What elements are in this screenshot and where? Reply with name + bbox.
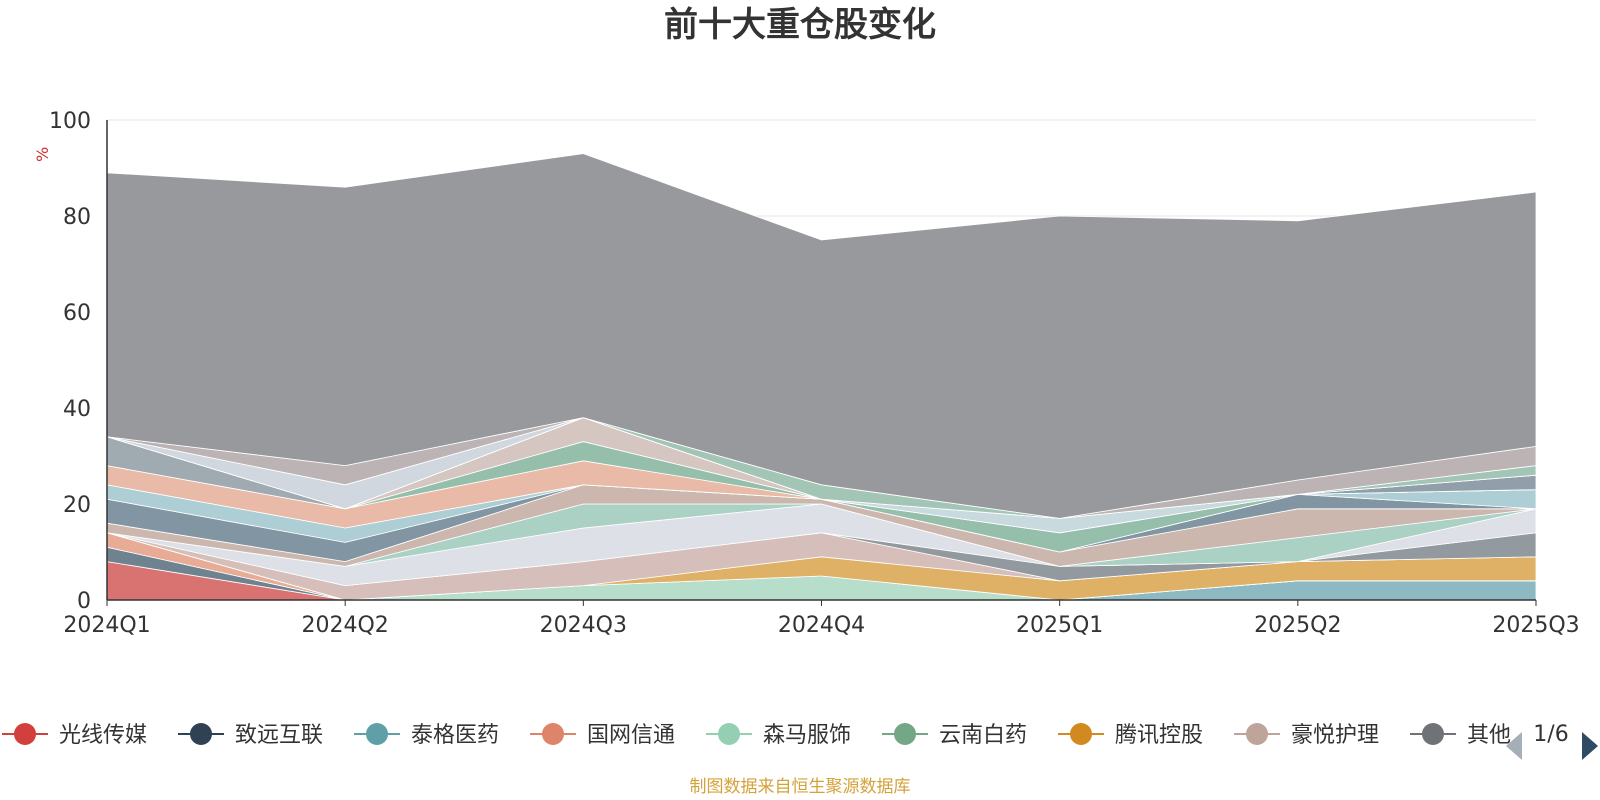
- y-tick-label-1: 20: [63, 493, 91, 518]
- y-axis-unit-label: %: [33, 147, 52, 162]
- plot-axes: 0 20 40 60 80 100 2024Q1 2024Q2 2024Q3 2024Q4 2025…: [49, 109, 1580, 638]
- legend-label-4: 森马服饰: [763, 723, 851, 748]
- legend-label-0: 光线传媒: [59, 723, 147, 748]
- legend-page-label: 1/6: [1533, 722, 1568, 747]
- legend-marker-8: [1422, 723, 1444, 745]
- y-tick-label-0: 0: [77, 589, 91, 614]
- x-tick-label-3: 2024Q4: [778, 613, 865, 638]
- y-tick-label-2: 40: [63, 397, 91, 422]
- legend-marker-7: [1246, 723, 1268, 745]
- chart-title: 前十大重仓股变化: [664, 5, 936, 45]
- x-tick-label-2: 2024Q3: [540, 613, 627, 638]
- legend-marker-0: [14, 723, 36, 745]
- legend-label-3: 国网信通: [587, 723, 675, 748]
- source-label: 制图数据来自恒生聚源数据库: [690, 777, 911, 797]
- legend-marker-1: [190, 723, 212, 745]
- legend-label-2: 泰格医药: [411, 723, 499, 748]
- y-tick-label-4: 80: [63, 205, 91, 230]
- y-tick-label-3: 60: [63, 301, 91, 326]
- legend-label-5: 云南白药: [939, 723, 1027, 748]
- legend-marker-2: [366, 723, 388, 745]
- legend-marker-3: [542, 723, 564, 745]
- legend-marker-5: [894, 723, 916, 745]
- area-series-25: [106, 153, 1537, 519]
- legend-label-8: 其他: [1467, 723, 1511, 748]
- x-tick-label-6: 2025Q3: [1492, 613, 1579, 638]
- x-tick-label-5: 2025Q2: [1254, 613, 1341, 638]
- legend-label-7: 豪悦护理: [1291, 723, 1379, 748]
- legend-next-button[interactable]: [1582, 732, 1598, 760]
- x-tick-label-0: 2024Q1: [63, 613, 150, 638]
- legend-prev-button[interactable]: [1506, 732, 1522, 760]
- legend-label-1: 致远互联: [235, 723, 323, 748]
- y-tick-label-5: 100: [49, 109, 91, 134]
- legend: 光线传媒 致远互联 泰格医药 国网信通 森马服饰 云南白药 腾讯控股 豪悦护理 其他: [2, 723, 1511, 748]
- x-tick-label-4: 2025Q1: [1016, 613, 1103, 638]
- legend-marker-4: [718, 723, 740, 745]
- legend-label-6: 腾讯控股: [1115, 723, 1203, 748]
- x-tick-label-1: 2024Q2: [302, 613, 389, 638]
- plot-areas: [106, 153, 1537, 601]
- legend-marker-6: [1070, 723, 1092, 745]
